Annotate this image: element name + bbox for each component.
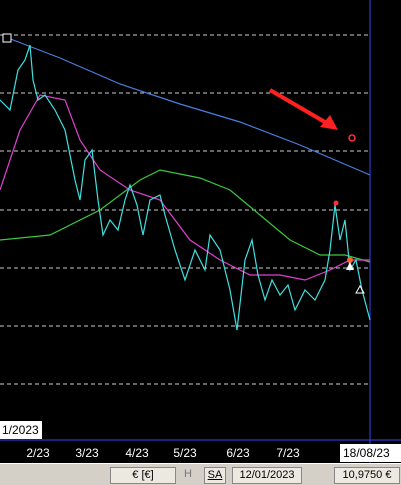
date-tag: 1/2023 [2, 423, 39, 437]
status-price: 10,9750 € [334, 467, 400, 484]
x-tick-label: 7/23 [276, 446, 300, 460]
x-tick-label: 5/23 [173, 446, 197, 460]
cursor-date: 18/08/23 [343, 446, 390, 460]
x-tick-label: 2/23 [26, 446, 50, 460]
signal-marker [355, 284, 365, 294]
signal-marker [346, 262, 354, 270]
status-bar: € [€] H SA 12/01/2023 10,9750 € [0, 463, 401, 485]
x-tick-label: 6/23 [226, 446, 250, 460]
date-tag-box [0, 421, 42, 439]
grid [0, 34, 370, 385]
start-marker [2, 33, 12, 43]
currency[interactable]: € [€] [110, 467, 176, 484]
trend-line [7, 37, 371, 176]
chart: 1/2023 2/23 3/23 4/23 5/23 6/23 7/23 18/… [0, 0, 401, 463]
short-average [0, 94, 370, 281]
h-toggle[interactable]: H [184, 468, 192, 480]
x-tick-label: 4/23 [125, 446, 149, 460]
price-line [0, 44, 371, 331]
sa-toggle[interactable]: SA [204, 467, 226, 484]
x-tick-label: 3/23 [75, 446, 99, 460]
signal-marker [347, 257, 353, 263]
arrow-head [320, 115, 338, 130]
signal-marker [333, 200, 339, 206]
status-date: 12/01/2023 [232, 467, 302, 484]
long-average [0, 169, 371, 263]
signal-marker [348, 134, 356, 142]
cursor-date-box [340, 444, 401, 462]
arrow [268, 88, 332, 127]
